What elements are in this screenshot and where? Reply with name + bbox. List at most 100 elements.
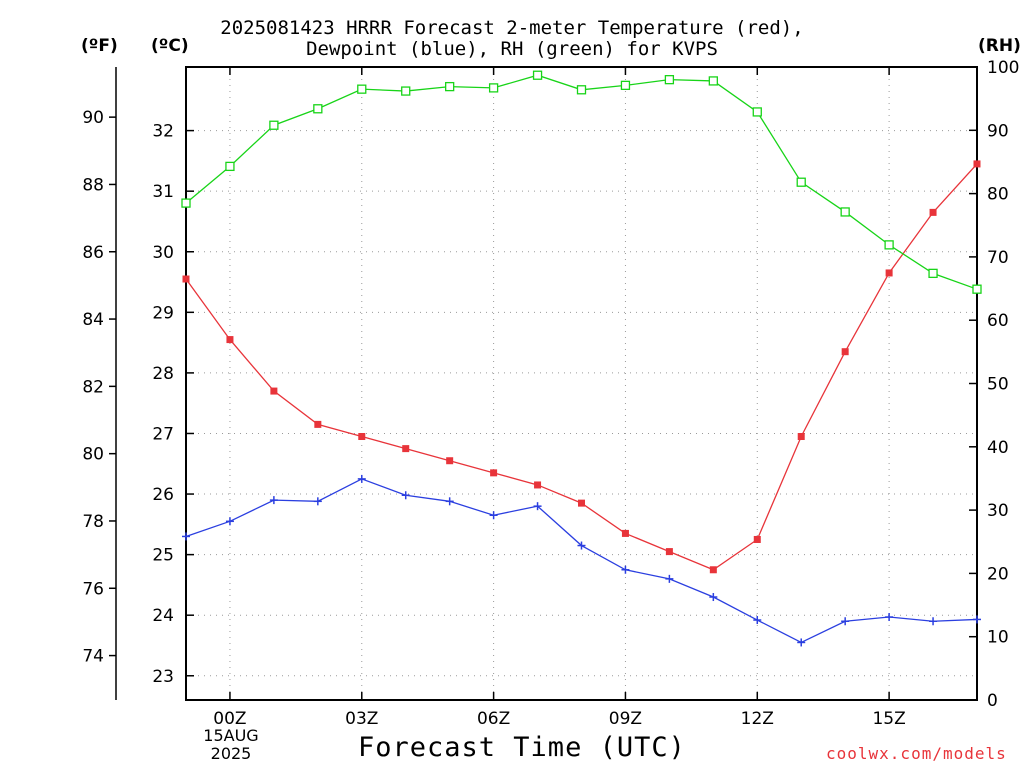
rh-point: [840, 207, 850, 217]
temperature-point: [226, 336, 234, 344]
dewpoint-point: [269, 496, 278, 505]
celsius-tick-label: 29: [152, 303, 174, 323]
dewpoint-point: [973, 615, 981, 624]
temperature-point: [446, 457, 454, 465]
rh-tick-label: 60: [987, 311, 1009, 331]
dewpoint-point: [357, 474, 366, 483]
fahrenheit-tick-label: 90: [82, 108, 104, 128]
celsius-tick-label: 32: [152, 122, 174, 142]
dewpoint-point: [489, 511, 498, 520]
rh-point: [445, 81, 455, 92]
chart-title-line1: 2025081423 HRRR Forecast 2-meter Tempera…: [220, 17, 804, 39]
fahrenheit-tick-label: 88: [82, 175, 104, 195]
fahrenheit-unit-label: (ºF): [81, 36, 118, 56]
fahrenheit-tick-label: 78: [82, 512, 104, 532]
dewpoint-point: [753, 616, 762, 625]
series-line: [185, 163, 978, 571]
temperature-point: [929, 208, 937, 216]
series-line: [185, 74, 978, 290]
temperature-point: [973, 160, 981, 168]
temperature-point: [621, 529, 629, 537]
rh-tick-label: 20: [987, 564, 1009, 584]
rh-unit-label: (RH): [978, 36, 1021, 56]
fahrenheit-tick-label: 76: [82, 579, 104, 599]
temperature-point: [709, 566, 717, 574]
temperature-point: [314, 420, 322, 428]
dewpoint-point: [621, 565, 630, 574]
plot-frame: [185, 66, 978, 701]
dewpoint-point: [533, 502, 542, 511]
dewpoint-point: [929, 617, 938, 626]
dewpoint-point: [182, 532, 190, 541]
celsius-tick-label: 23: [152, 667, 174, 687]
rh-point: [269, 120, 279, 130]
rh-point: [664, 75, 675, 85]
rh-point: [972, 284, 982, 294]
celsius-tick-label: 30: [152, 243, 174, 263]
rh-point: [225, 161, 235, 172]
temperature-point: [358, 433, 366, 441]
x-tick-label: 06Z: [477, 709, 510, 729]
rh-point: [357, 84, 367, 94]
rh-tick-label: 90: [987, 121, 1009, 141]
temperature-point: [578, 499, 585, 507]
rh-tick-label: 70: [987, 248, 1009, 268]
rh-point: [928, 268, 938, 279]
temperature-point: [841, 348, 849, 356]
x-tick-label: 15Z: [872, 709, 905, 729]
rh-point: [796, 177, 806, 187]
rh-point: [181, 198, 191, 208]
temperature-point: [753, 535, 761, 543]
celsius-tick-label: 27: [152, 424, 174, 444]
credit-text: coolwx.com/models: [826, 744, 1007, 763]
dewpoint-point: [225, 517, 234, 526]
temperature-point: [797, 433, 805, 441]
rh-tick-label: 10: [987, 628, 1009, 648]
rh-point: [708, 76, 718, 86]
temperature-point: [402, 445, 410, 453]
dewpoint-point: [577, 541, 586, 550]
celsius-tick-label: 28: [152, 364, 174, 384]
rh-point: [401, 86, 411, 96]
dewpoint-point: [797, 638, 806, 647]
rh-tick-label: 80: [987, 185, 1009, 205]
temperature-point: [270, 387, 278, 395]
celsius-tick-label: 25: [152, 546, 174, 566]
fahrenheit-tick-label: 74: [82, 647, 104, 667]
rh-point: [576, 85, 587, 95]
fahrenheit-tick-label: 82: [82, 377, 104, 397]
dewpoint-point: [445, 497, 454, 506]
rh-point: [532, 70, 543, 80]
fahrenheit-tick-label: 80: [82, 445, 104, 465]
temperature-point: [490, 469, 498, 477]
x-axis-label: Forecast Time (UTC): [358, 732, 686, 763]
celsius-tick-label: 24: [152, 606, 174, 626]
rh-point: [620, 80, 631, 91]
temperature-point: [885, 269, 893, 277]
chart-title-line2: Dewpoint (blue), RH (green) for KVPS: [306, 38, 718, 60]
rh-tick-label: 30: [987, 501, 1009, 521]
dewpoint-point: [709, 593, 718, 602]
rh-point: [488, 83, 499, 93]
rh-tick-label: 40: [987, 438, 1009, 458]
dewpoint-point: [401, 491, 410, 500]
date-day-label: 15AUG: [203, 726, 259, 745]
dewpoint-point: [841, 617, 850, 626]
x-tick-label: 12Z: [741, 709, 774, 729]
temperature-point: [182, 275, 190, 283]
temperature-point: [665, 548, 673, 556]
rh-tick-label: 50: [987, 375, 1009, 395]
dewpoint-point: [885, 613, 894, 622]
fahrenheit-tick-label: 84: [82, 310, 104, 330]
celsius-unit-label: (ºC): [151, 36, 189, 56]
celsius-tick-label: 31: [152, 182, 174, 202]
dewpoint-point: [665, 574, 674, 583]
rh-tick-label: 0: [987, 691, 998, 711]
fahrenheit-tick-label: 86: [82, 243, 104, 263]
rh-point: [752, 107, 762, 117]
dewpoint-point: [313, 497, 322, 506]
celsius-tick-label: 26: [152, 485, 174, 505]
x-tick-label: 03Z: [345, 709, 378, 729]
rh-point: [313, 104, 323, 114]
